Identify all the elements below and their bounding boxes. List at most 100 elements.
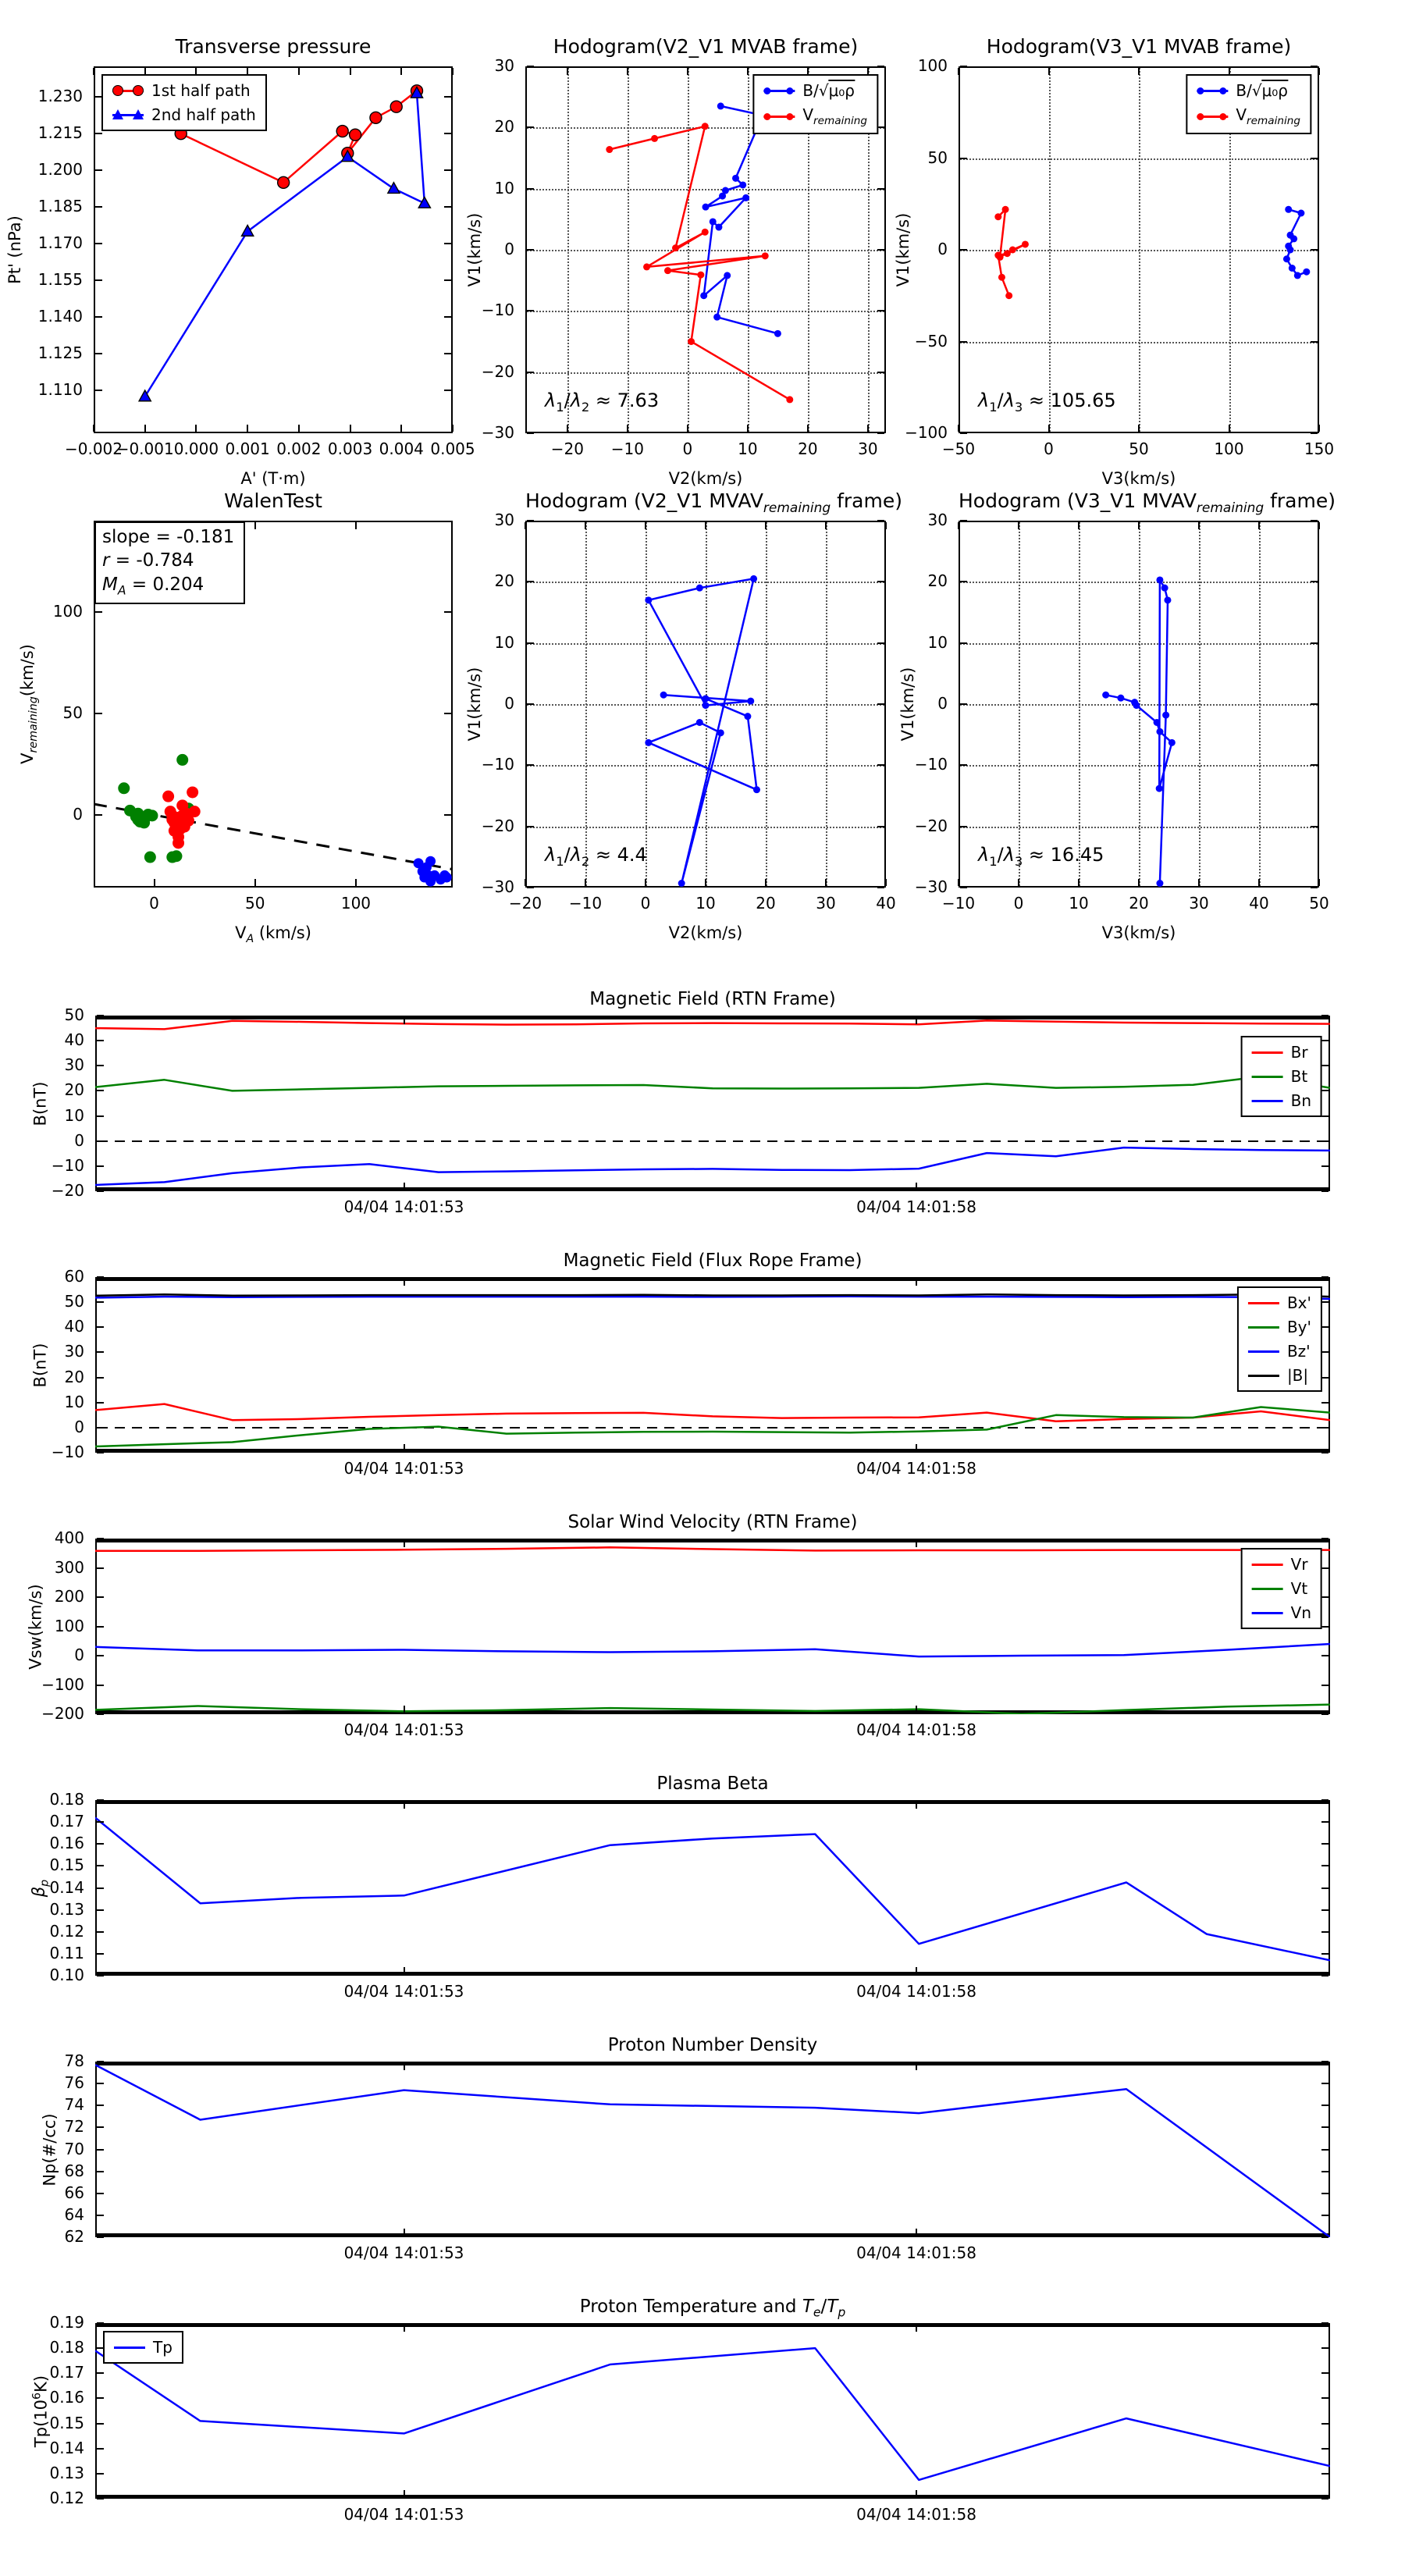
y-tick-label: −20 (51, 1181, 84, 1200)
x-tick (566, 425, 568, 432)
x-tick (403, 1017, 405, 1024)
x-tick (297, 425, 300, 432)
y-tick (444, 96, 451, 98)
x-tick-label: 04/04 14:01:58 (856, 2243, 976, 2262)
y-axis-label: Vremaining(km/s) (18, 644, 41, 764)
y-tick (97, 2372, 104, 2375)
second-half-path-marker (137, 389, 152, 402)
y-tick (1321, 2472, 1329, 2475)
mag-rtn-legend: Br Bt Bn (1240, 1036, 1322, 1117)
y-tick (95, 813, 102, 816)
x-tick (916, 2063, 918, 2070)
y-tick (960, 520, 967, 521)
x-tick-label: 04/04 14:01:53 (343, 2505, 464, 2524)
y-tick-label: 100 (54, 1616, 84, 1635)
y-tick (1311, 703, 1318, 705)
x-tick (403, 1802, 405, 1809)
x-tick (626, 68, 628, 75)
x-tick-label: 40 (1249, 894, 1269, 913)
legend-marker (1197, 84, 1229, 97)
x-tick (525, 522, 526, 529)
x-tick (645, 879, 646, 886)
y-tick (97, 2083, 104, 2085)
b-hodogram-marker (1290, 235, 1298, 243)
y-tick (97, 1952, 104, 1955)
bn-line (95, 1146, 1330, 1187)
legend-label: Tp (153, 2338, 173, 2357)
y-tick (1321, 1930, 1329, 1933)
y-tick (97, 1065, 104, 1067)
v-hodogram-marker (744, 713, 752, 720)
y-tick-label: 20 (494, 571, 514, 591)
v-hodogram-marker (750, 575, 758, 582)
y-tick-label: −100 (905, 423, 948, 442)
b-total-line (95, 1293, 1330, 1298)
y-tick (1321, 1655, 1329, 1656)
x-tick (403, 1183, 405, 1190)
y-tick (1321, 1301, 1329, 1304)
y-tick (1321, 2347, 1329, 2350)
x-tick-label: 20 (798, 439, 818, 458)
y-tick-label: 0.13 (49, 2463, 84, 2482)
x-tick-label: 04/04 14:01:53 (343, 1720, 464, 1739)
hodogram-v2v1-mvab-axes (525, 66, 886, 433)
v-hodogram-marker (717, 729, 724, 737)
y-tick (527, 249, 534, 251)
first-half-path-marker (389, 100, 403, 113)
y-tick-label: −30 (914, 877, 948, 896)
v-hodogram-line (647, 578, 758, 884)
y-tick (960, 581, 967, 583)
x-tick (153, 879, 155, 886)
x-tick (400, 68, 403, 75)
y-tick (97, 1040, 104, 1042)
y-tick (1311, 249, 1318, 251)
y-tick (95, 353, 102, 355)
b-hodogram-marker (1282, 255, 1290, 263)
y-tick (877, 66, 884, 67)
y-tick (527, 310, 534, 312)
stats-box: slope = -0.181 r = -0.784 MA = 0.204 (94, 521, 246, 604)
legend-label: Vr (1290, 1555, 1308, 1574)
x-tick-label: 10 (738, 439, 758, 458)
y-tick (97, 1401, 104, 1404)
y-tick (444, 243, 451, 245)
y-tick (1321, 1376, 1329, 1379)
v-remaining-hodogram-marker (998, 273, 1005, 281)
x-axis-label: VA (km/s) (235, 923, 311, 946)
y-tick (1321, 1351, 1329, 1354)
v-hodogram-marker (1153, 719, 1161, 726)
y-tick (527, 66, 534, 67)
legend-item: B/√μ₀ρ (763, 80, 867, 100)
legend-label: Vt (1290, 1579, 1308, 1598)
y-axis-label: Tp(106K) (30, 2375, 50, 2447)
v-hodogram-marker (645, 596, 653, 604)
y-tick (877, 887, 884, 888)
v-remaining-hodogram-marker (701, 123, 709, 130)
legend-item: Vn (1251, 1603, 1311, 1622)
x-tick (1018, 522, 1019, 529)
y-tick (1321, 1843, 1329, 1845)
v-remaining-hodogram-line (609, 125, 791, 400)
x-tick (452, 425, 454, 432)
y-tick-label: −20 (481, 816, 514, 835)
x-tick-label: 50 (1129, 439, 1149, 458)
mag-flux-rope-legend: Bx' By' Bz' |B| (1236, 1286, 1322, 1392)
legend-item: By' (1247, 1318, 1311, 1336)
x-tick (1138, 68, 1140, 75)
v-hodogram-marker (1161, 584, 1168, 592)
x-tick (958, 425, 959, 432)
x-tick-label: −10 (568, 894, 603, 913)
first-half-path-marker (336, 124, 349, 138)
y-tick (444, 813, 451, 816)
b-hodogram-marker (1285, 205, 1293, 213)
x-tick-label: 0.003 (327, 439, 373, 458)
y-tick (97, 1165, 104, 1167)
y-tick-label: 1.215 (37, 123, 83, 143)
hodogram-v2v1-mvab-annotation: λ1/λ2 ≈ 7.63 (545, 390, 660, 415)
x-tick (1078, 522, 1080, 529)
x-tick (958, 879, 959, 886)
y-tick (1321, 2397, 1329, 2400)
stats-line: MA = 0.204 (102, 574, 205, 598)
y-tick-label: 50 (64, 1005, 84, 1024)
v-hodogram-marker (747, 697, 755, 705)
